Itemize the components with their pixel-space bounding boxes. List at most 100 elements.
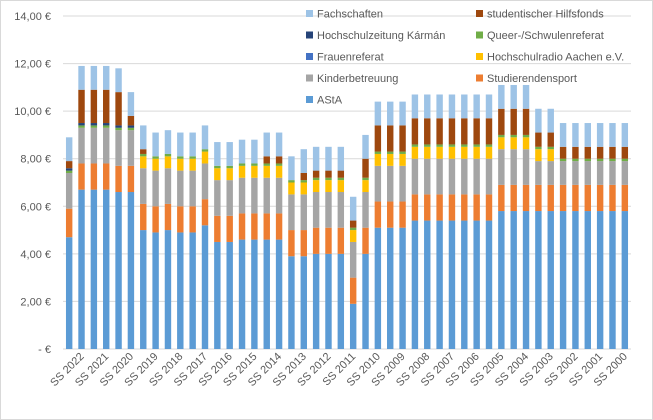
bar-segment	[473, 94, 480, 119]
bar-segment	[424, 220, 431, 349]
legend-item: Frauenreferat	[306, 52, 384, 64]
legend-label: studentischer Hilfsfonds	[487, 9, 604, 21]
bar-segment	[411, 146, 419, 159]
bar-segment	[374, 153, 382, 166]
bar-segment	[312, 253, 320, 349]
legend-label: Frauenreferat	[317, 52, 384, 64]
bar-segment	[609, 158, 616, 162]
bar-segment	[90, 89, 98, 124]
bar-stack	[498, 84, 505, 349]
bar-segment	[103, 89, 110, 124]
bar-segment	[238, 163, 246, 166]
bar-stack	[461, 94, 468, 349]
bar-stack	[65, 137, 73, 349]
bar-segment	[448, 94, 456, 119]
legend: Fachschaften studentischer Hilfsfonds Hoch…	[306, 9, 624, 107]
bar-segment	[584, 146, 591, 159]
bar-stack	[387, 101, 394, 349]
bar-segment	[362, 134, 369, 159]
bar-segment	[251, 239, 258, 349]
bar-segment	[288, 230, 295, 257]
bar-segment	[325, 192, 332, 228]
bar-segment	[535, 149, 542, 162]
bar-segment	[559, 146, 567, 159]
bar-segment	[164, 230, 172, 349]
bar-segment	[498, 149, 505, 185]
bar-segment	[596, 123, 604, 147]
y-tick-label: 12,00 €	[14, 59, 51, 71]
bar-segment	[596, 146, 604, 159]
bar-segment	[362, 253, 369, 349]
bar-segment	[226, 241, 233, 349]
legend-swatch	[306, 74, 313, 82]
bar-segment	[498, 134, 505, 138]
bar-segment	[411, 144, 419, 147]
bar-segment	[214, 142, 221, 166]
bar-segment	[349, 277, 357, 304]
bar-segment	[325, 227, 332, 254]
legend-swatch	[306, 53, 313, 60]
bar-segment	[164, 203, 172, 231]
bar-segment	[349, 230, 357, 242]
bar-segment	[473, 118, 480, 145]
bar-segment	[127, 130, 135, 166]
legend-swatch	[476, 53, 483, 60]
bar-segment	[621, 184, 629, 212]
bar-segment	[411, 158, 419, 195]
bar-stack	[214, 142, 221, 349]
bar-segment	[177, 156, 184, 159]
bar-segment	[177, 132, 184, 157]
bar-segment	[140, 230, 147, 349]
bar-segment	[300, 182, 307, 195]
bar-segment	[596, 161, 604, 185]
bar-segment	[362, 158, 369, 178]
bar-segment	[522, 108, 530, 135]
bar-segment	[201, 163, 209, 200]
bar-segment	[436, 94, 443, 119]
bar-segment	[473, 158, 480, 195]
bar-stack	[263, 132, 270, 349]
bar-segment	[485, 144, 493, 147]
bar-segment	[337, 146, 345, 171]
bar-segment	[337, 170, 345, 178]
bar-segment	[78, 65, 85, 90]
bar-segment	[312, 177, 320, 181]
bar-segment	[522, 211, 530, 349]
bar-segment	[251, 163, 258, 166]
bar-segment	[572, 123, 579, 147]
bar-segment	[374, 125, 382, 152]
bar-segment	[461, 94, 468, 119]
bar-stack	[90, 65, 98, 349]
bar-segment	[399, 153, 406, 166]
bar-segment	[510, 211, 517, 349]
bar-segment	[448, 220, 456, 349]
bar-segment	[559, 211, 567, 349]
y-tick-label: 8,00 €	[20, 154, 51, 166]
bar-segment	[596, 211, 604, 349]
bar-segment	[103, 123, 110, 126]
bar-stack	[201, 125, 209, 349]
bar-segment	[535, 161, 542, 185]
bar-segment	[485, 194, 493, 221]
bar-segment	[424, 94, 431, 119]
bar-segment	[461, 146, 468, 159]
bar-segment	[65, 237, 73, 349]
bar-stack	[535, 108, 542, 349]
bar-segment	[473, 146, 480, 159]
bar-stack	[177, 132, 184, 349]
bar-stack	[572, 123, 579, 349]
bar-segment	[164, 153, 172, 157]
bar-segment	[65, 137, 73, 162]
bar-segment	[349, 303, 357, 349]
bar-segment	[103, 163, 110, 190]
bar-stack	[596, 123, 604, 349]
bar-segment	[461, 118, 468, 145]
bar-segment	[177, 158, 184, 171]
bar-segment	[510, 108, 517, 135]
bar-segment	[152, 156, 159, 159]
legend-item: Queer-/Schwulenreferat	[476, 30, 604, 42]
bar-stack	[312, 146, 320, 349]
bar-segment	[325, 146, 332, 171]
bar-stack	[152, 132, 159, 349]
bar-segment	[374, 165, 382, 202]
